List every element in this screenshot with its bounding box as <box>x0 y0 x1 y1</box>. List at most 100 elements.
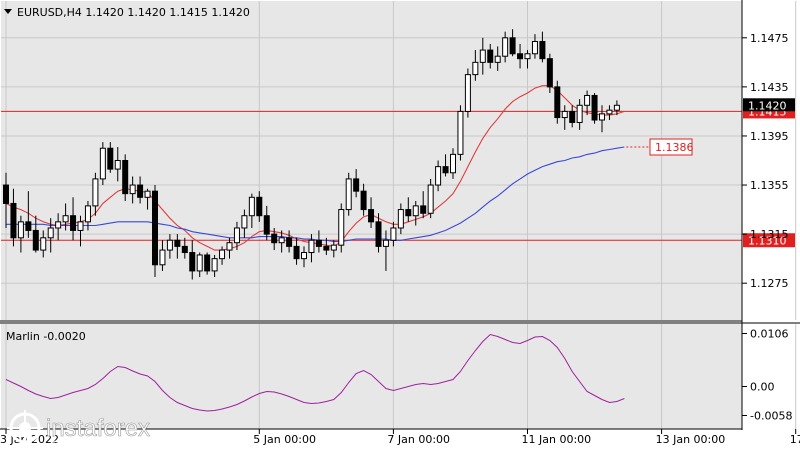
candle <box>382 230 389 271</box>
bear-candle-body <box>271 233 278 244</box>
bear-candle-body <box>256 196 263 217</box>
candle <box>368 197 375 228</box>
candle <box>293 237 300 265</box>
bull-candle-body <box>77 221 84 231</box>
candle <box>204 252 211 275</box>
bull-candle-body <box>114 160 121 170</box>
watermark-brand: instaforex <box>46 415 150 442</box>
bull-candle-body <box>427 184 434 214</box>
symbol-header: EURUSD,H4 1.1420 1.1420 1.1415 1.1420 <box>17 6 250 19</box>
candle <box>472 50 479 81</box>
time-tick-label: 11 Jan 00:00 <box>522 433 592 446</box>
watermark-tagline: Instant Forex Trading <box>50 438 145 449</box>
candle <box>338 203 345 253</box>
price-tick-label: 1.1355 <box>750 179 789 192</box>
price-tick-label: 1.1475 <box>750 32 789 45</box>
bull-candle-body <box>524 53 531 60</box>
candle <box>211 254 218 278</box>
bear-candle-body <box>546 58 553 88</box>
bear-candle-body <box>293 245 300 260</box>
candle <box>92 172 99 216</box>
candle <box>591 93 598 124</box>
bull-candle-body <box>606 109 613 115</box>
candle <box>353 169 360 198</box>
bear-candle-body <box>323 245 330 251</box>
bear-candle-body <box>405 209 412 217</box>
bull-candle-body <box>397 209 404 229</box>
candle <box>122 154 129 201</box>
candle <box>278 230 285 253</box>
bull-candle-body <box>17 221 24 239</box>
candle <box>487 43 494 69</box>
candle <box>17 215 24 253</box>
bear-candle-body <box>137 184 144 198</box>
bull-candle-body <box>92 178 99 207</box>
bull-candle-body <box>129 184 136 195</box>
bull-candle-body <box>531 40 538 55</box>
bull-candle-body <box>450 153 456 174</box>
candle <box>360 183 367 216</box>
candle <box>494 46 501 71</box>
bid-price-label: 1.1420 <box>748 99 787 112</box>
candle <box>159 240 166 271</box>
bear-candle-body <box>539 40 546 60</box>
candle <box>375 213 382 253</box>
level-label-bg <box>743 233 795 248</box>
bull-candle-body <box>330 244 337 251</box>
moving-average-line <box>5 85 625 251</box>
bull-candle-body <box>40 237 47 251</box>
candle <box>464 68 471 118</box>
bull-candle-body <box>62 215 69 223</box>
bull-candle-body <box>196 254 203 272</box>
candle <box>517 43 524 69</box>
candle <box>271 227 278 251</box>
bear-candle-body <box>152 190 158 266</box>
bull-candle-body <box>159 249 166 266</box>
candle <box>55 213 62 241</box>
candle <box>181 237 188 259</box>
price-tick-label: 1.1275 <box>750 277 789 290</box>
candle <box>554 80 561 124</box>
osc-tick-label: 0.00 <box>750 381 775 394</box>
candle <box>47 218 54 253</box>
bull-candle-body <box>241 215 248 229</box>
candle <box>70 197 77 241</box>
callouts: 1.1386 <box>626 138 694 156</box>
bear-candle-body <box>360 190 367 211</box>
collapse-triangle-icon[interactable] <box>4 9 12 14</box>
bear-candle-body <box>10 202 17 239</box>
bull-candle-body <box>502 37 509 57</box>
candle <box>129 176 136 204</box>
candle <box>248 193 255 228</box>
candle <box>412 200 419 226</box>
bear-candle-body <box>181 245 188 254</box>
candle <box>599 105 605 133</box>
bear-candle-body <box>375 221 382 247</box>
callout-label: 1.1386 <box>655 141 694 154</box>
candle <box>457 105 464 161</box>
osc-tick-label: 0.0106 <box>750 328 789 341</box>
level-label: 1.1310 <box>748 234 787 247</box>
bear-candle-body <box>442 166 449 174</box>
candle <box>189 240 196 280</box>
candle <box>561 105 568 130</box>
candle <box>420 191 427 219</box>
bear-candle-body <box>25 221 32 231</box>
price-tick-label: 1.1435 <box>750 81 789 94</box>
candle <box>479 37 486 75</box>
candle <box>345 172 352 216</box>
candle <box>166 234 173 259</box>
grid-lines <box>1 1 797 429</box>
bull-candle-body <box>47 227 54 239</box>
candle <box>196 252 203 278</box>
bear-candle-body <box>189 252 196 272</box>
bull-candle-body <box>472 61 479 76</box>
candle <box>435 160 442 192</box>
bear-candle-body <box>122 160 129 195</box>
candle <box>397 203 404 235</box>
bull-candle-body <box>55 221 62 229</box>
bear-candle-body <box>286 237 293 247</box>
